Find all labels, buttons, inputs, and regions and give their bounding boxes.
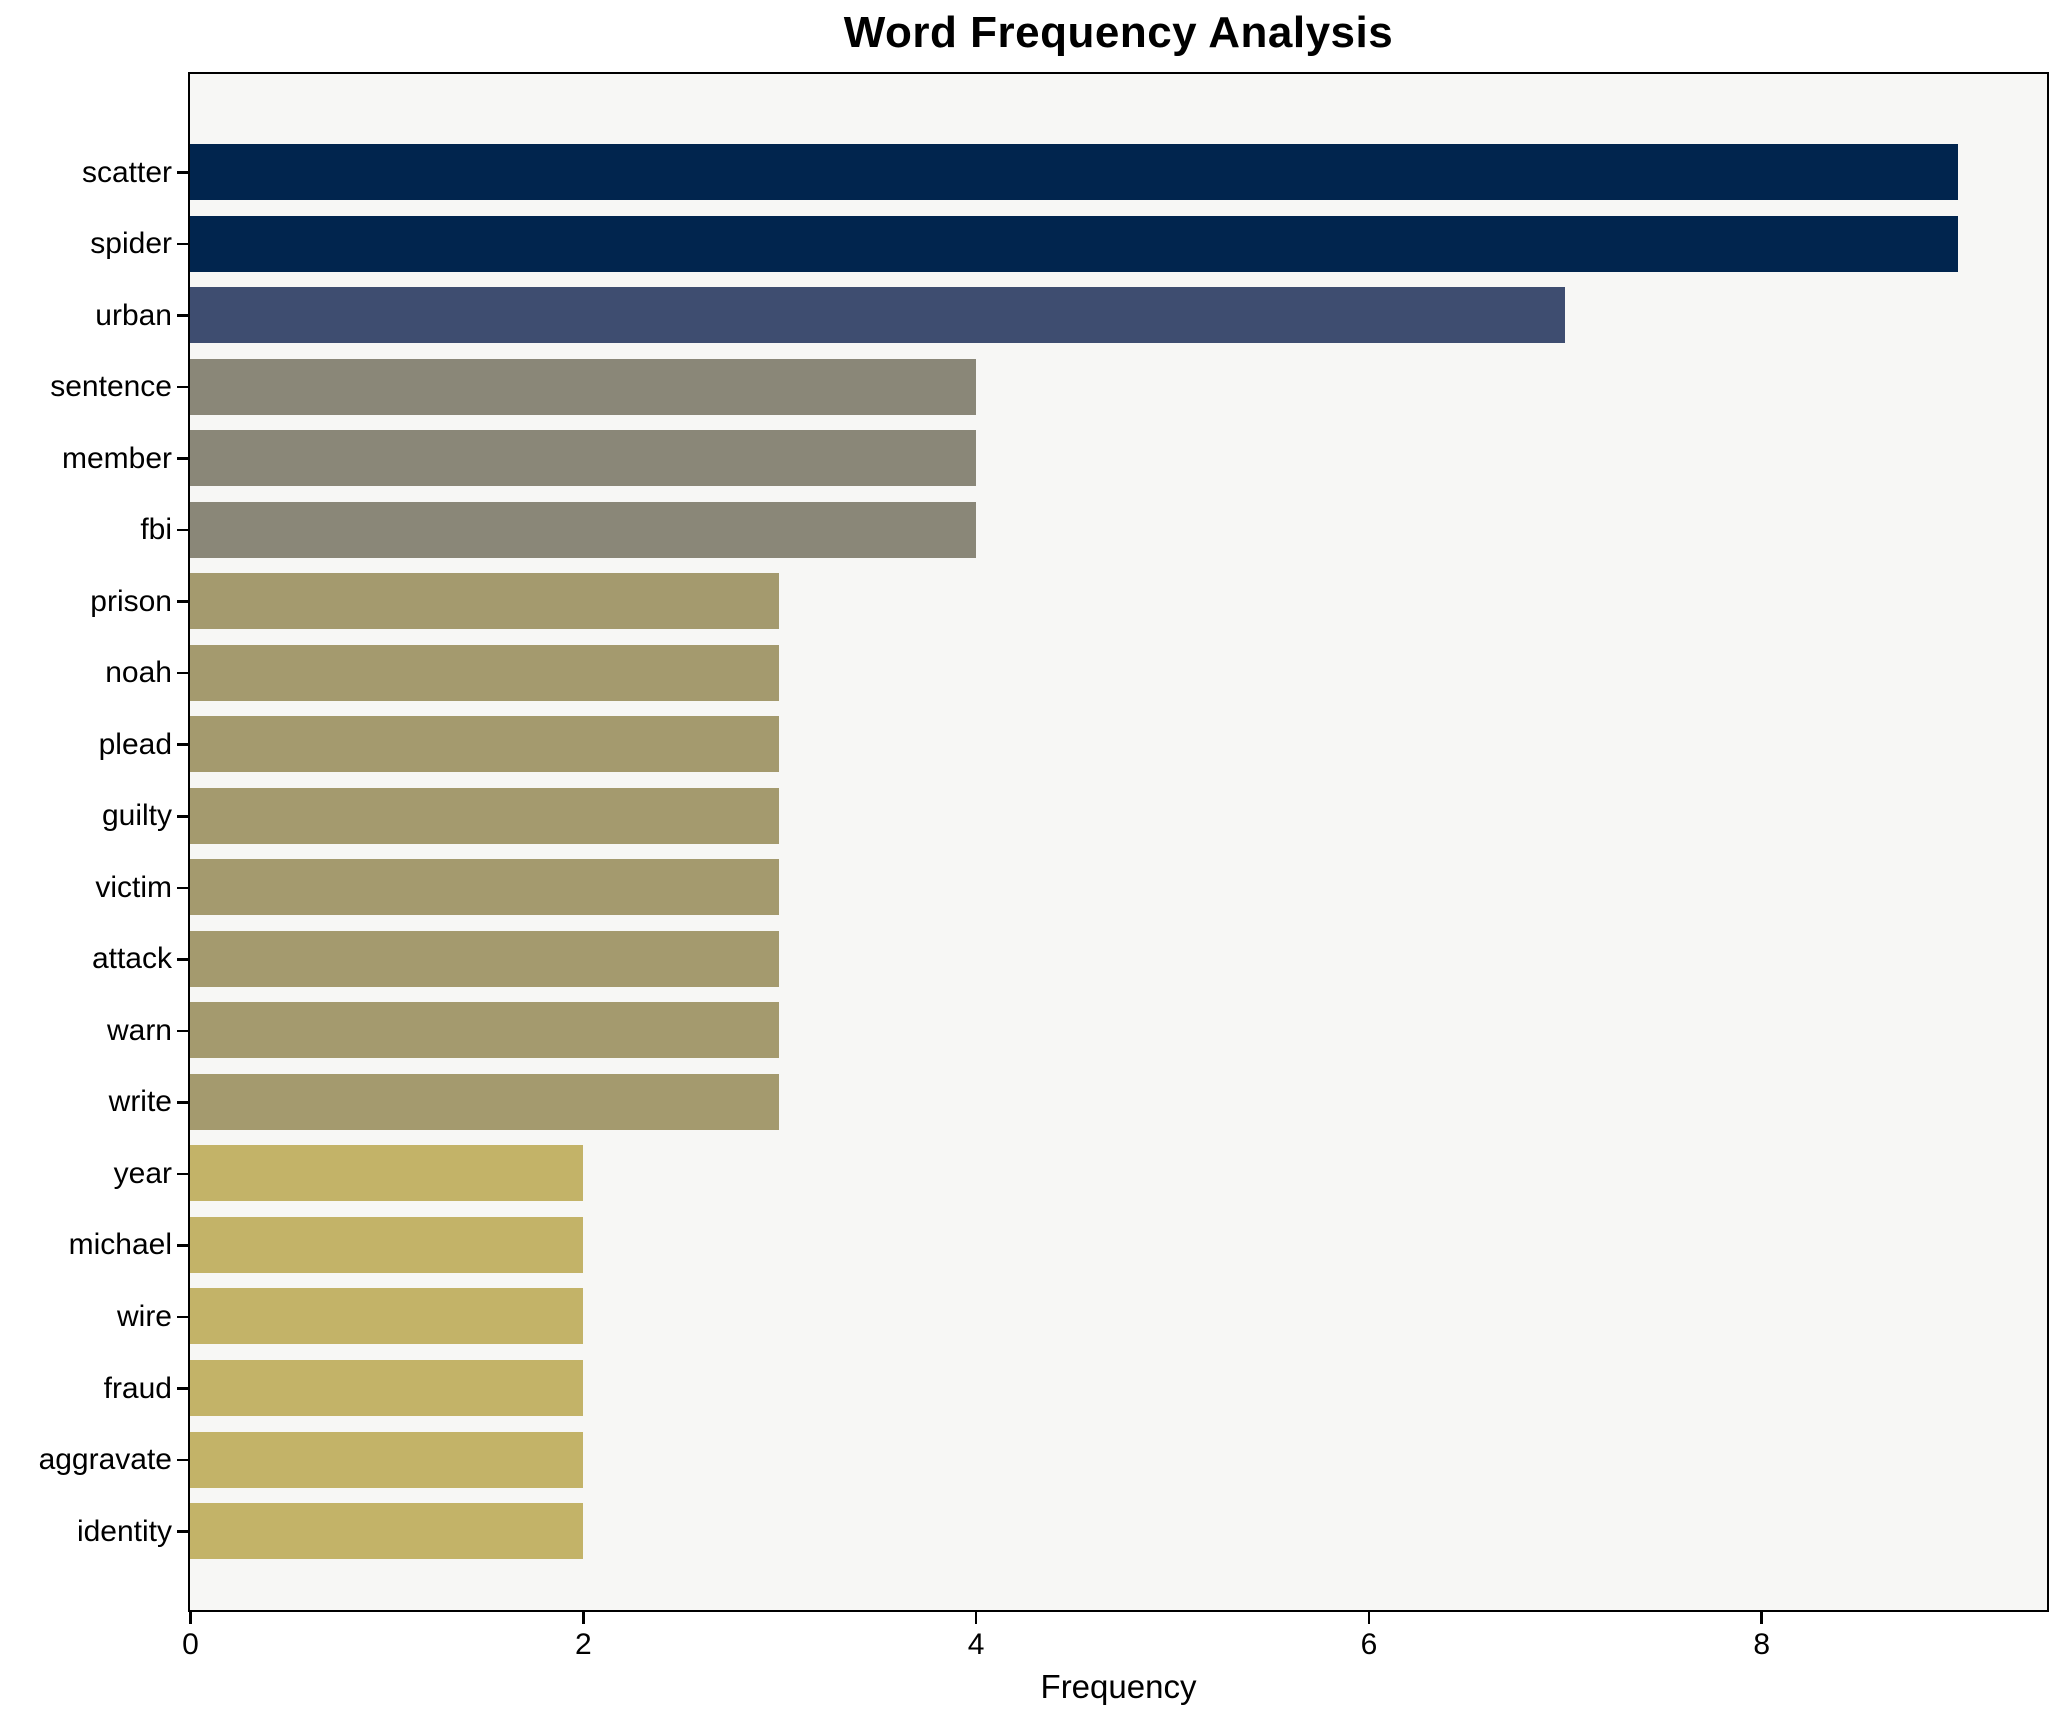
y-tick: [177, 743, 188, 746]
bar-attack: [190, 930, 780, 987]
y-tick: [177, 1244, 188, 1247]
y-tick: [177, 171, 188, 174]
plot-area: [188, 72, 2049, 1612]
y-tick-label-warn: warn: [106, 1013, 172, 1047]
x-tick-label-4: 4: [967, 1628, 985, 1661]
y-tick-label-fbi: fbi: [140, 513, 172, 547]
bar-write: [190, 1073, 780, 1130]
x-tick: [1760, 1612, 1763, 1624]
chart-title: Word Frequency Analysis: [843, 8, 1394, 57]
x-tick: [582, 1612, 585, 1624]
y-tick: [177, 1315, 188, 1319]
y-tick-label-attack: attack: [91, 942, 172, 976]
y-tick: [177, 528, 188, 532]
bar-identity: [190, 1503, 583, 1560]
y-tick: [177, 886, 188, 890]
bar-spider: [190, 215, 1958, 272]
y-tick: [177, 242, 188, 246]
x-tick-label-6: 6: [1360, 1628, 1378, 1661]
y-tick: [177, 457, 188, 460]
bar-member: [190, 430, 976, 487]
x-tick: [974, 1612, 978, 1624]
bar-michael: [190, 1216, 583, 1273]
y-tick-label-prison: prison: [90, 584, 172, 618]
bar-year: [190, 1145, 583, 1202]
y-tick-label-fraud: fraud: [103, 1371, 172, 1405]
y-tick-label-wire: wire: [116, 1299, 172, 1333]
bar-plead: [190, 716, 780, 773]
bar-sentence: [190, 358, 976, 415]
bar-scatter: [190, 144, 1958, 200]
x-tick: [189, 1612, 192, 1624]
x-tick-label-2: 2: [574, 1628, 592, 1661]
y-tick: [177, 1101, 188, 1104]
y-tick: [177, 385, 188, 389]
y-tick: [177, 1387, 188, 1390]
y-tick-label-identity: identity: [76, 1514, 172, 1548]
y-tick: [177, 1458, 188, 1462]
y-tick: [177, 1029, 188, 1033]
bar-aggravate: [190, 1431, 583, 1488]
x-tick-label-0: 0: [182, 1628, 199, 1661]
bar-victim: [190, 859, 780, 916]
y-tick-label-michael: michael: [68, 1228, 172, 1262]
y-tick: [177, 1172, 188, 1176]
y-tick: [177, 815, 188, 818]
y-tick-label-year: year: [113, 1156, 172, 1190]
y-tick-label-sentence: sentence: [50, 370, 172, 404]
bar-prison: [190, 573, 780, 630]
bar-guilty: [190, 787, 780, 844]
x-axis-title: Frequency: [1040, 1668, 1197, 1705]
x-tick: [1367, 1612, 1371, 1624]
y-tick-label-plead: plead: [98, 727, 172, 761]
bar-wire: [190, 1288, 583, 1345]
bar-fraud: [190, 1360, 583, 1416]
y-tick: [177, 600, 188, 603]
y-tick-label-write: write: [108, 1085, 172, 1119]
y-tick-label-noah: noah: [105, 656, 172, 690]
x-tick-label-8: 8: [1753, 1628, 1771, 1661]
y-tick: [177, 958, 188, 961]
y-tick: [177, 314, 188, 317]
y-tick: [177, 1530, 188, 1533]
y-tick: [177, 671, 188, 675]
bar-urban: [190, 287, 1565, 344]
y-tick-label-urban: urban: [95, 298, 172, 332]
y-tick-label-aggravate: aggravate: [38, 1443, 172, 1477]
bar-warn: [190, 1002, 780, 1059]
y-tick-label-victim: victim: [95, 870, 172, 904]
bar-noah: [190, 644, 780, 701]
y-tick-label-guilty: guilty: [101, 799, 172, 833]
y-tick-label-member: member: [61, 441, 172, 475]
y-tick-label-scatter: scatter: [81, 155, 172, 189]
bar-fbi: [190, 501, 976, 558]
y-tick-label-spider: spider: [90, 227, 172, 261]
